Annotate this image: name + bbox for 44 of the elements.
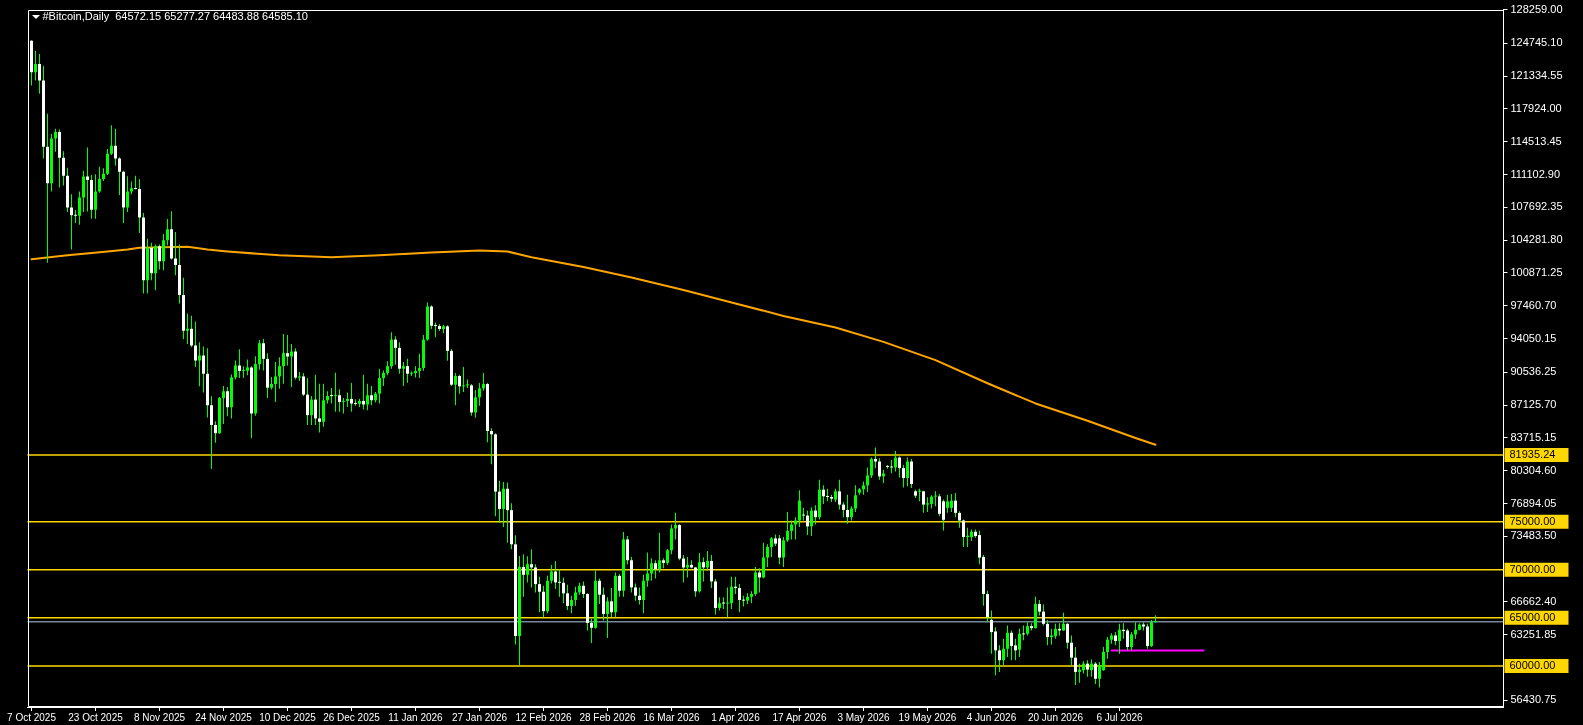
y-tick-label: 107692.35 bbox=[1510, 200, 1563, 213]
x-tick-label: 6 Jul 2026 bbox=[1096, 711, 1144, 723]
x-tick-label: 1 Apr 2026 bbox=[711, 711, 761, 723]
y-tick-label: 83715.15 bbox=[1510, 430, 1557, 443]
x-tick-label: 20 Jun 2026 bbox=[1027, 711, 1084, 723]
y-tick-label: 94050.15 bbox=[1510, 331, 1557, 344]
y-tick-label: 76894.05 bbox=[1510, 496, 1557, 509]
x-tick-label: 4 Jun 2026 bbox=[966, 711, 1017, 723]
ref-line-label: 65000.00 bbox=[1509, 610, 1556, 623]
x-tick-label: 26 Dec 2025 bbox=[323, 711, 381, 723]
y-tick-label: 100871.25 bbox=[1510, 265, 1563, 278]
x-tick-label: 24 Nov 2025 bbox=[195, 711, 253, 723]
ref-line-label: 70000.00 bbox=[1509, 562, 1556, 575]
x-tick-label: 27 Jan 2026 bbox=[451, 711, 508, 723]
y-tick-label: 80304.60 bbox=[1510, 463, 1557, 476]
y-tick-label: 128259.00 bbox=[1510, 2, 1563, 15]
y-tick-label: 124745.10 bbox=[1510, 36, 1563, 49]
x-tick-label: 12 Feb 2026 bbox=[515, 711, 573, 723]
chart-title: #Bitcoin,Daily 64572.15 65277.27 64483.88 64585.10 bbox=[42, 9, 308, 22]
ref-line-label: 60000.00 bbox=[1509, 658, 1556, 671]
ref-line-label: 75000.00 bbox=[1509, 514, 1556, 527]
y-tick-label: 87125.70 bbox=[1510, 398, 1557, 411]
y-tick-label: 114513.45 bbox=[1510, 134, 1562, 147]
x-tick-label: 8 Nov 2025 bbox=[133, 711, 186, 723]
y-tick-label: 104281.80 bbox=[1510, 233, 1563, 246]
x-tick-label: 16 Mar 2026 bbox=[643, 711, 701, 723]
y-tick-label: 97460.70 bbox=[1510, 298, 1557, 311]
x-tick-label: 19 May 2026 bbox=[898, 711, 957, 723]
y-tick-label: 63251.85 bbox=[1510, 627, 1557, 640]
y-tick-label: 73483.50 bbox=[1510, 529, 1557, 542]
y-tick-label: 121334.55 bbox=[1510, 69, 1563, 82]
y-tick-label: 90536.25 bbox=[1510, 365, 1557, 378]
y-tick-label: 111102.90 bbox=[1510, 167, 1561, 180]
x-tick-label: 3 May 2026 bbox=[837, 711, 891, 723]
x-tick-label: 28 Feb 2026 bbox=[579, 711, 637, 723]
y-tick-label: 56430.75 bbox=[1510, 693, 1557, 706]
x-tick-label: 23 Oct 2025 bbox=[68, 711, 124, 723]
y-tick-label: 117924.00 bbox=[1510, 102, 1562, 115]
x-tick-label: 17 Apr 2026 bbox=[772, 711, 827, 723]
x-tick-label: 10 Dec 2025 bbox=[259, 711, 317, 723]
x-tick-label: 7 Oct 2025 bbox=[7, 711, 57, 723]
ref-line-label: 81935.24 bbox=[1509, 448, 1556, 461]
y-tick-label: 66662.40 bbox=[1510, 594, 1557, 607]
x-tick-label: 11 Jan 2026 bbox=[388, 711, 444, 723]
